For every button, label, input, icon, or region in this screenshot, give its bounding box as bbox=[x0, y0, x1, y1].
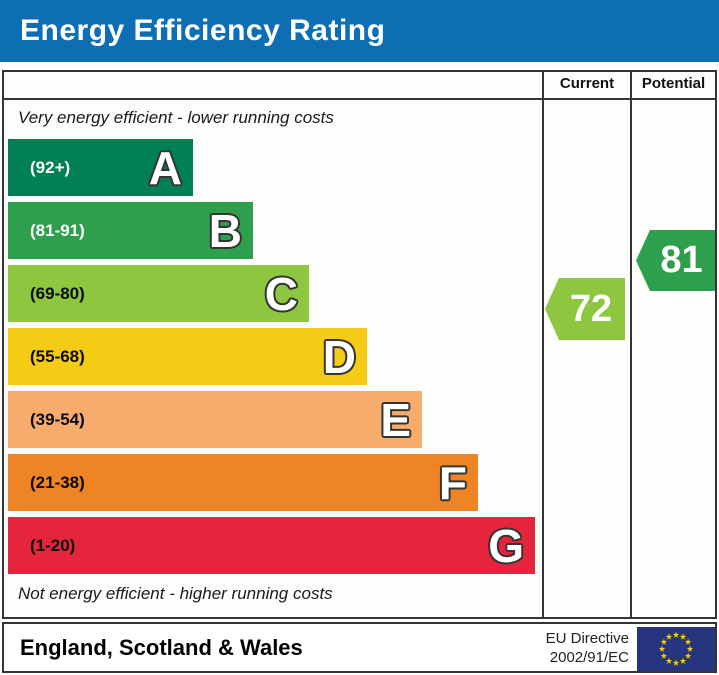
rating-table: Current Potential Very energy efficient … bbox=[2, 70, 717, 619]
eu-directive-line2: 2002/91/EC bbox=[549, 648, 629, 666]
column-header-potential: Potential bbox=[641, 75, 706, 92]
band-c: (69-80) C bbox=[8, 265, 309, 322]
current-rating-value: 72 bbox=[569, 287, 613, 330]
band-a-range-label: (92+) bbox=[30, 157, 71, 177]
band-g: (1-20) G bbox=[8, 517, 535, 574]
band-a: (92+) A bbox=[8, 139, 193, 196]
current-column-divider bbox=[542, 72, 544, 617]
column-header-current: Current bbox=[559, 75, 615, 92]
band-f: (21-38) F bbox=[8, 454, 478, 511]
band-e: (39-54) E bbox=[8, 391, 422, 448]
rating-table-body: Current Potential Very energy efficient … bbox=[4, 72, 715, 617]
bottom-note: Not energy efficient - higher running co… bbox=[18, 584, 333, 603]
band-d-range-label: (55-68) bbox=[30, 346, 85, 366]
potential-rating-value: 81 bbox=[660, 239, 703, 281]
top-note: Very energy efficient - lower running co… bbox=[18, 108, 334, 127]
band-b: (81-91) B bbox=[8, 202, 253, 259]
potential-rating-arrow: 81 bbox=[636, 230, 715, 291]
eu-directive-line1: EU Directive bbox=[545, 629, 629, 647]
potential-column-divider bbox=[630, 72, 632, 617]
band-b-letter: B bbox=[208, 204, 242, 257]
band-c-range-label: (69-80) bbox=[30, 283, 85, 303]
band-f-range-label: (21-38) bbox=[30, 472, 85, 492]
band-f-letter: F bbox=[438, 456, 467, 509]
band-g-letter: G bbox=[488, 519, 524, 572]
band-b-range-label: (81-91) bbox=[30, 220, 85, 240]
band-g-range-label: (1-20) bbox=[30, 535, 76, 555]
band-e-letter: E bbox=[380, 393, 411, 446]
header-row-divider bbox=[4, 98, 715, 100]
band-d: (55-68) D bbox=[8, 328, 367, 385]
band-c-letter: C bbox=[264, 267, 298, 320]
band-e-range-label: (39-54) bbox=[30, 409, 85, 429]
page-title: Energy Efficiency Rating bbox=[20, 14, 386, 47]
band-a-letter: A bbox=[148, 141, 182, 194]
region-label: England, Scotland & Wales bbox=[20, 634, 303, 660]
band-d-letter: D bbox=[322, 330, 356, 383]
eu-flag-icon bbox=[637, 627, 715, 671]
header-bar: Energy Efficiency Rating bbox=[0, 0, 719, 62]
eu-directive-label: EU Directive 2002/91/EC bbox=[449, 629, 629, 667]
footer-bar: England, Scotland & Wales EU Directive 2… bbox=[2, 622, 717, 673]
current-rating-arrow: 72 bbox=[545, 278, 625, 340]
